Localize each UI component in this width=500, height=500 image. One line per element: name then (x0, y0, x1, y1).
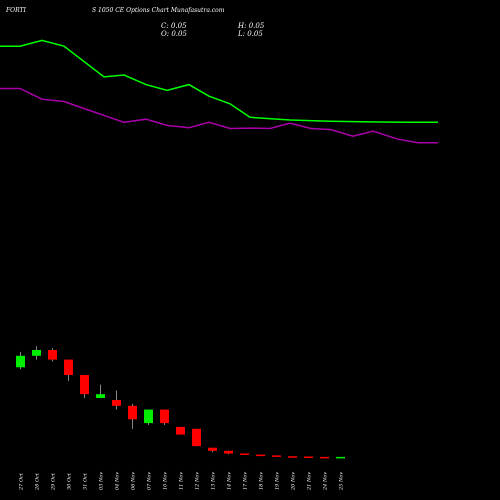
candle-body (112, 400, 121, 406)
chart-symbol: FORTI (6, 7, 26, 14)
candle-body (160, 409, 169, 424)
candle (16, 351, 25, 370)
x-tick-label: 18 Nov (259, 472, 265, 490)
chart-title: S 1050 CE Options Chart Munafasutra.com (92, 7, 225, 14)
x-tick-label: 10 Nov (163, 472, 169, 490)
x-tick-label: 19 Nov (275, 472, 281, 490)
x-tick-label: 11 Nov (179, 472, 185, 490)
candle-body (272, 455, 281, 457)
candle (80, 375, 89, 399)
candle (144, 409, 153, 425)
candle-body (240, 453, 249, 455)
candle (112, 390, 121, 410)
candle (256, 454, 265, 457)
open-value: O: 0.05 (161, 30, 187, 38)
candle (224, 450, 233, 455)
candle-body (96, 394, 105, 398)
x-tick-label: 17 Nov (243, 472, 249, 490)
candle-body (256, 454, 265, 457)
x-tick-label: 31 Oct (83, 472, 89, 490)
candles-group (16, 346, 345, 459)
candle (176, 426, 185, 435)
candle-body (64, 359, 73, 375)
candle-body (320, 456, 329, 459)
candle-body (192, 428, 201, 447)
x-tick-label: 20 Nov (291, 472, 297, 491)
candle-body (224, 450, 233, 454)
close-value: C: 0.05 (161, 22, 187, 30)
candle-body (176, 426, 185, 435)
x-tick-label: 29 Oct (51, 472, 57, 491)
x-tick-label: 24 Nov (323, 472, 329, 491)
x-tick-label: 04 Nov (115, 472, 121, 490)
x-tick-label: 12 Nov (195, 472, 201, 490)
x-tick-label: 28 Oct (35, 472, 41, 491)
candle-body (208, 447, 217, 451)
candle (64, 359, 73, 381)
moving-average-lines (0, 39, 438, 144)
high-value: H: 0.05 (238, 22, 265, 30)
candle (192, 428, 201, 447)
x-tick-label: 30 Oct (67, 472, 73, 490)
x-tick-label: 27 Oct (19, 472, 25, 491)
candle-body (128, 405, 137, 420)
candle (304, 456, 313, 458)
candle-body (16, 355, 25, 368)
candle (240, 453, 249, 455)
candle-body (288, 456, 297, 458)
x-tick-label: 06 Nov (131, 472, 137, 490)
candle-body (336, 456, 345, 459)
candle (320, 456, 329, 459)
candle (272, 455, 281, 457)
x-tick-label: 03 Nov (99, 472, 105, 490)
series-line-magenta (0, 87, 438, 144)
x-axis-labels: 27 Oct 28 Oct 29 Oct 30 Oct 31 Oct 03 Nov 04 N… (19, 472, 345, 491)
candle-body (48, 350, 57, 360)
candle (48, 348, 57, 362)
x-tick-label: 07 Nov (147, 472, 153, 490)
x-tick-label: 21 Nov (307, 472, 313, 491)
candle (336, 456, 345, 459)
candle-body (80, 375, 89, 395)
candle-body (304, 456, 313, 458)
x-tick-label: 13 Nov (211, 472, 217, 490)
candle (208, 447, 217, 453)
candle (160, 409, 169, 425)
candle (32, 346, 41, 360)
candle (288, 456, 297, 458)
series-line-green (0, 39, 438, 124)
x-tick-label: 14 Nov (227, 472, 233, 490)
low-value: L: 0.05 (238, 30, 263, 38)
candle (96, 384, 105, 399)
candle (128, 403, 137, 429)
x-tick-label: 25 Nov (339, 472, 345, 491)
candle-body (144, 409, 153, 424)
candle-body (32, 350, 41, 356)
